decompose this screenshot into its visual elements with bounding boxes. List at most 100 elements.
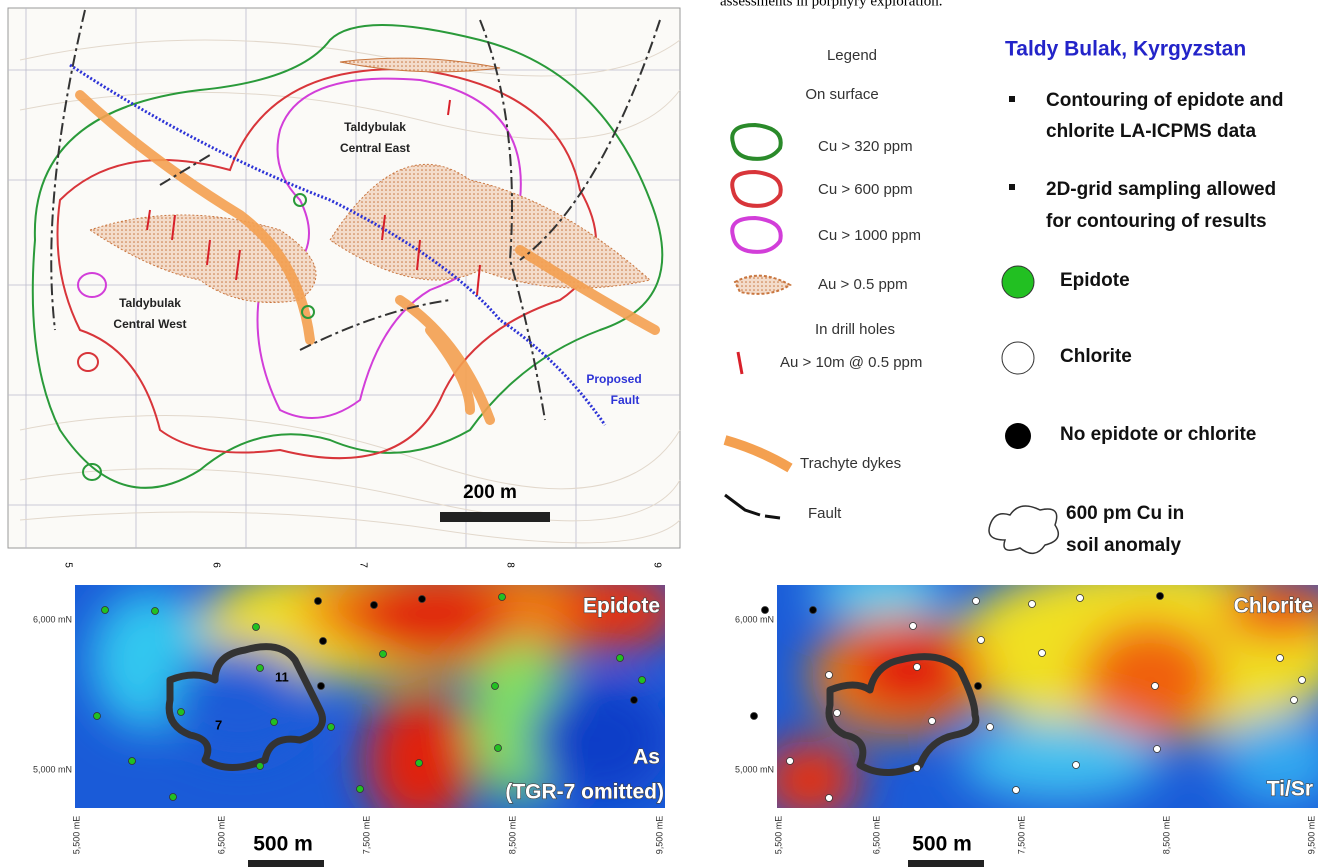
panel-variable: Ti/Sr [1267,778,1313,801]
northing-label: 5,000 mN [735,764,774,774]
legend: Legend On surface Cu > 320 ppm Cu > 600 … [723,47,922,522]
grid-label: 8 [504,562,515,568]
sample-point [1298,676,1306,684]
grid-label: 7 [357,562,368,568]
sample-point [977,636,985,644]
grid-label: 5 [62,562,73,568]
sample-point [1276,654,1284,662]
sample-point [1290,696,1298,704]
sample-point [494,744,502,752]
sample-point [825,794,833,802]
anomaly-label: 600 pm Cu in [1066,503,1184,524]
sample-point [913,663,921,671]
sample-point [928,717,936,725]
sample-point [379,650,387,658]
sample-point [1151,682,1159,690]
sample-point [491,682,499,690]
legend-item: Cu > 600 ppm [818,181,913,198]
panel-title: Epidote [583,595,660,618]
easting-label: 6,500 mE [216,816,226,855]
grid-label: 6 [210,562,221,568]
sample-point [825,671,833,679]
sample-label: 11 [275,669,289,684]
bullet: for contouring of results [1046,211,1267,232]
sample-point [986,723,994,731]
sample-point [1076,594,1084,602]
panel-note: (TGR-7 omitted) [505,781,664,804]
northing-label: 5,000 mN [33,764,72,774]
legend-heading: In drill holes [815,321,895,338]
easting-label: 5,500 mE [71,816,81,855]
easting-label: 7,500 mE [1016,816,1026,855]
fault-label: Proposed [586,372,641,386]
area-label: Central West [113,317,186,331]
sample-point [809,606,817,614]
sample-point [616,654,624,662]
scale-bar [248,860,324,867]
panel-variable: As [633,746,660,769]
sample-point [1072,761,1080,769]
sample-point [356,785,364,793]
scale-label: 200 m [463,482,517,503]
sample-point [252,623,260,631]
sample-point [974,682,982,690]
area-label: Central East [340,141,410,155]
sample-point [327,723,335,731]
northing-label: 6,000 mN [735,614,774,624]
symbol-label: Epidote [1060,270,1130,291]
easting-label: 5,500 mE [773,816,783,855]
sample-point [418,595,426,603]
sample-point [169,793,177,801]
legend-item: Fault [808,505,842,522]
sample-point [1028,600,1036,608]
sample-point [1038,649,1046,657]
sample-point [913,764,921,772]
panel-title: Chlorite [1234,595,1313,618]
heatmap-epidote [75,585,665,808]
scale-bar [908,860,984,867]
sample-point [370,601,378,609]
legend-item: Cu > 320 ppm [818,138,913,155]
easting-label: 7,500 mE [361,816,371,855]
area-label: Taldybulak [344,120,406,134]
sample-point [972,597,980,605]
sample-point [317,682,325,690]
legend-item: Au > 10m @ 0.5 ppm [780,354,922,371]
grid-label: 9 [651,562,662,568]
sample-point [638,676,646,684]
easting-label: 9,500 mE [654,816,664,855]
sample-point [319,637,327,645]
legend-item: Trachyte dykes [800,455,901,472]
geology-map: Taldybulak Central East Taldybulak Centr… [7,7,681,549]
sample-point [761,606,769,614]
sample-point [415,759,423,767]
sample-point [256,664,264,672]
symbol-label: No epidote or chlorite [1060,424,1256,445]
sample-point [833,709,841,717]
sample-point [498,593,506,601]
northing-label: 6,000 mN [33,614,72,624]
sample-point [177,708,185,716]
sample-point [151,607,159,615]
sample-point [1012,786,1020,794]
bullet: 2D-grid sampling allowed [1046,179,1276,200]
heatmap-chlorite [777,585,1318,808]
sample-point [1153,745,1161,753]
bullet: chlorite LA-ICPMS data [1046,121,1257,142]
sample-point [909,622,917,630]
bullet: Contouring of epidote and [1046,90,1283,111]
easting-label: 8,500 mE [1161,816,1171,855]
sample-point [256,762,264,770]
legend-item: Cu > 1000 ppm [818,227,921,244]
sample-label: 7 [215,717,222,732]
symbol-label: Chlorite [1060,346,1132,367]
scale-label: 500 m [912,833,972,856]
sample-point [270,718,278,726]
sample-point [750,712,758,720]
sample-point [786,757,794,765]
sample-point [630,696,638,704]
notes-title: Taldy Bulak, Kyrgyzstan [1005,38,1246,61]
fault-label: Fault [611,393,640,407]
